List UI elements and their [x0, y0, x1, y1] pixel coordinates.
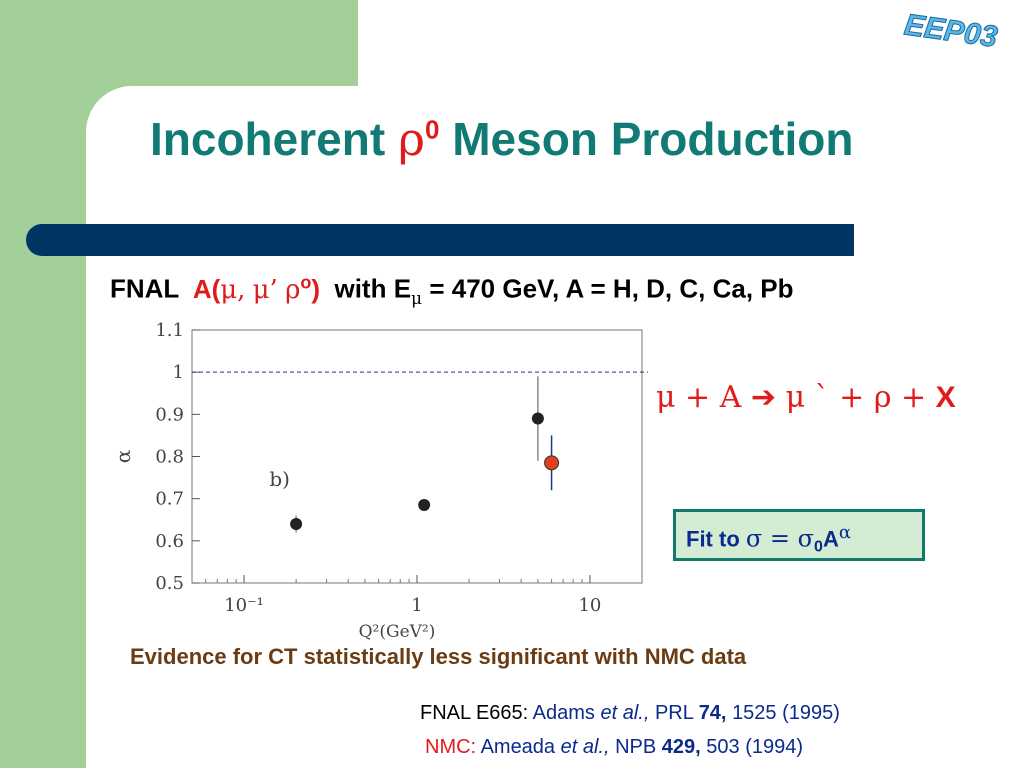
subtitle-e-sub: μ: [411, 288, 423, 309]
x-tick-label: 10: [578, 595, 601, 616]
title-suffix: Meson Production: [452, 113, 854, 165]
x-axis-label: Q²(GeV²): [359, 622, 436, 640]
ref-authors: Ameada: [480, 736, 556, 758]
e665-data-point: [418, 498, 431, 511]
y-tick-label: 1.1: [155, 320, 184, 341]
title-rho-symbol: ρ: [397, 112, 425, 166]
x-tick-label: 1: [411, 595, 422, 616]
experiment-subtitle: FNAL A(μ, μ’ ρo) with Eμ = 470 GeV, A = …: [110, 272, 794, 309]
subtitle-process: A(μ, μ’ ρo): [192, 272, 321, 305]
process-open: A(: [192, 273, 221, 304]
y-axis-label: α: [111, 450, 135, 464]
subtitle-with: with E: [334, 273, 412, 304]
x-tick-label: 10⁻¹: [224, 595, 264, 616]
ref-label: NMC:: [425, 736, 477, 758]
e665-data-point: [531, 412, 544, 425]
fit-sub: 0: [814, 538, 823, 556]
y-tick-label: 0.8: [155, 447, 184, 468]
y-tick-label: 0.6: [155, 531, 184, 552]
fit-formula: Fit to σ = σ0Aα: [686, 522, 851, 557]
reaction-text: μ + A ➔ μ ` + ρ +: [656, 380, 936, 415]
reference-nmc: NMC: Ameada et al., NPB 429, 503 (1994): [425, 736, 803, 759]
plot-frame: [191, 329, 643, 584]
fit-a: A: [822, 526, 839, 552]
subtitle-lab: FNAL: [110, 273, 180, 304]
ref-etal: et al.,: [560, 736, 610, 758]
title-superscript: 0: [424, 114, 440, 145]
process-close: ): [311, 273, 321, 304]
ref-etal: et al.,: [600, 702, 650, 724]
ref-volume: 429,: [661, 736, 701, 758]
ref-journal: NPB: [615, 736, 657, 758]
y-tick-label: 0.7: [155, 489, 184, 510]
reference-fnal: FNAL E665: Adams et al., PRL 74, 1525 (1…: [420, 702, 840, 725]
header-divider-bar: [26, 224, 854, 256]
ref-journal: PRL: [654, 702, 694, 724]
evidence-statement: Evidence for CT statistically less signi…: [130, 644, 747, 669]
y-tick-label: 0.5: [155, 573, 184, 594]
background-white-panel: [86, 86, 1024, 768]
process-rho-sup: o: [300, 272, 312, 292]
process-rho: ρ: [285, 274, 301, 305]
y-tick-label: 1: [173, 362, 184, 383]
ref-pages: 1525 (1995): [732, 702, 840, 724]
ref-label: FNAL E665:: [420, 702, 529, 724]
fit-sigma: σ = σ: [745, 524, 815, 553]
process-mu1: μ,: [220, 274, 246, 305]
background-top-white: [358, 0, 1024, 100]
fit-label: Fit to: [686, 526, 740, 552]
ref-authors: Adams: [532, 702, 595, 724]
reaction-equation: μ + A ➔ μ ` + ρ + X: [656, 380, 956, 415]
e665-data-point: [290, 517, 303, 530]
reaction-x: X: [935, 381, 956, 414]
process-mu2: μ’: [252, 274, 278, 305]
nmc-data-point: [544, 455, 560, 471]
page-title: Incoherent ρ0 Meson Production: [150, 112, 853, 166]
title-prefix: Incoherent: [150, 113, 386, 165]
fit-formula-box: Fit to σ = σ0Aα: [673, 509, 925, 561]
eep03-logo: EEP03: [902, 8, 1000, 55]
fit-exponent: α: [838, 522, 851, 543]
ref-volume: 74,: [698, 702, 727, 724]
ref-pages: 503 (1994): [706, 736, 804, 758]
panel-annotation: b): [269, 467, 290, 491]
alpha-vs-q2-chart: 0.5 0.6 0.7 0.8 0.9 1 1.1 10⁻¹ 1 10 α Q²(GeV²) b): [111, 320, 648, 640]
logo-text: EEP03: [902, 8, 999, 54]
y-tick-label: 0.9: [155, 404, 184, 425]
subtitle-rest: = 470 GeV, A = H, D, C, Ca, Pb: [429, 273, 794, 304]
